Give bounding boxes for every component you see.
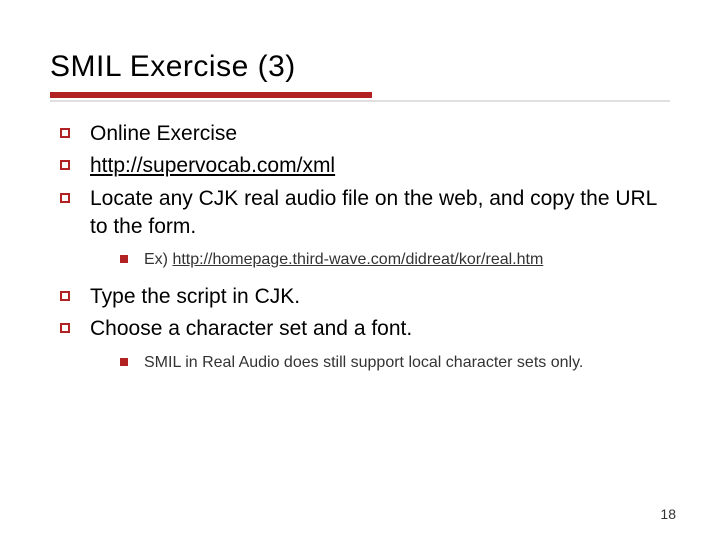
square-hollow-icon xyxy=(60,323,70,333)
bullet-level1: http://supervocab.com/xml xyxy=(60,152,670,180)
bullet-level1: Choose a character set and a font. xyxy=(60,315,670,343)
page-number: 18 xyxy=(660,506,676,522)
rule-red xyxy=(50,92,372,98)
bullet-level1: Online Exercise xyxy=(60,120,670,148)
bullet-text: Locate any CJK real audio file on the we… xyxy=(90,185,670,242)
bullet-level1: Locate any CJK real audio file on the we… xyxy=(60,185,670,242)
square-solid-icon xyxy=(120,255,128,263)
slide: SMIL Exercise (3) Online Exercise http:/… xyxy=(0,0,720,540)
slide-content: Online Exercise http://supervocab.com/xm… xyxy=(50,120,670,373)
square-solid-icon xyxy=(120,358,128,366)
bullet-level2: SMIL in Real Audio does still support lo… xyxy=(120,352,670,374)
slide-title: SMIL Exercise (3) xyxy=(50,50,670,84)
square-hollow-icon xyxy=(60,193,70,203)
square-hollow-icon xyxy=(60,160,70,170)
sub-link[interactable]: http://homepage.third-wave.com/didreat/k… xyxy=(172,251,543,268)
bullet-sub-text: Ex) http://homepage.third-wave.com/didre… xyxy=(144,249,670,271)
bullet-level1: Type the script in CJK. xyxy=(60,283,670,311)
bullet-sub-text: SMIL in Real Audio does still support lo… xyxy=(144,352,670,374)
title-rule xyxy=(50,92,670,102)
square-hollow-icon xyxy=(60,291,70,301)
bullet-level2: Ex) http://homepage.third-wave.com/didre… xyxy=(120,249,670,271)
bullet-link[interactable]: http://supervocab.com/xml xyxy=(90,152,670,180)
bullet-text: Choose a character set and a font. xyxy=(90,315,670,343)
rule-gray xyxy=(50,100,670,102)
bullet-text: Type the script in CJK. xyxy=(90,283,670,311)
bullet-text: Online Exercise xyxy=(90,120,670,148)
square-hollow-icon xyxy=(60,128,70,138)
